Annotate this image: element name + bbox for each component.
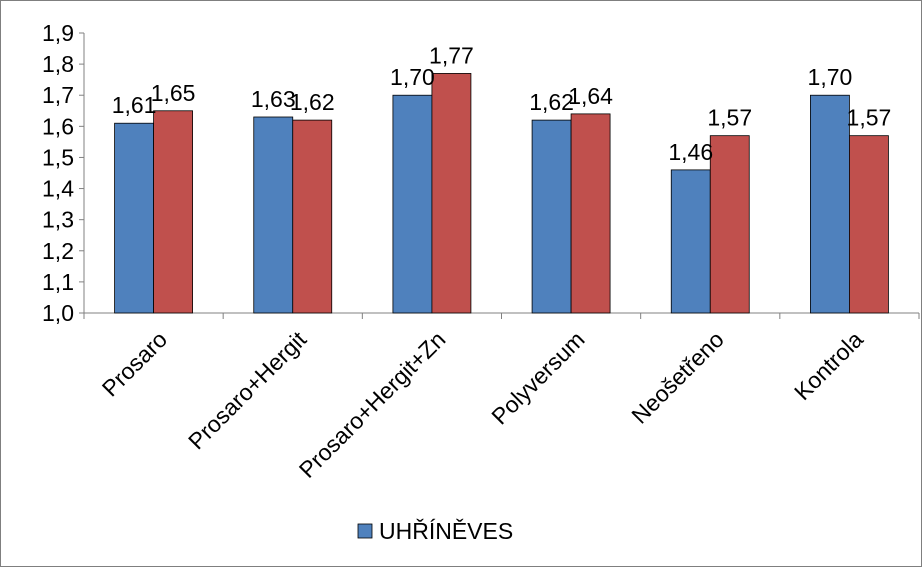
x-category-label: Kontrola: [789, 326, 868, 405]
x-category-label: Polyversum: [486, 326, 589, 429]
y-tick-label: 1,5: [42, 144, 74, 170]
y-tick-label: 1,0: [42, 300, 74, 326]
data-label: 1,62: [529, 89, 574, 115]
x-category-label: Prosaro+Hergit: [183, 326, 312, 455]
y-tick-label: 1,1: [42, 269, 74, 295]
data-label: 1,70: [390, 64, 435, 90]
bar: [153, 110, 193, 314]
bar: [709, 135, 750, 314]
bar: [431, 73, 472, 314]
y-tick-label: 1,4: [42, 176, 74, 202]
y-tick-label: 1,6: [42, 113, 74, 139]
data-label: 1,57: [847, 105, 892, 131]
x-category-label: Prosaro+Hergit+Zn: [294, 326, 451, 483]
data-label: 1,46: [668, 139, 713, 165]
legend: UHŘÍNĚVES: [357, 518, 513, 544]
legend-swatch: [357, 523, 373, 539]
axis-layer: 1,0 1,1 1,2 1,3 1,4 1,5 1,6 1,7 1,8 1,9: [42, 20, 920, 326]
y-tick-label: 1,9: [42, 20, 74, 46]
x-category-label: Prosaro: [97, 326, 172, 401]
bar: [810, 94, 850, 314]
bar: [114, 122, 154, 314]
y-tick-label: 1,2: [42, 238, 74, 264]
y-tick-label: 1,3: [42, 207, 74, 233]
bars-layer: [114, 73, 889, 314]
y-tick-label: 1,7: [42, 82, 74, 108]
data-label: 1,61: [112, 92, 157, 118]
data-label: 1,62: [290, 89, 335, 115]
bar: [253, 116, 294, 314]
data-label: 1,77: [429, 42, 474, 68]
data-label: 1,70: [808, 64, 853, 90]
bar: [292, 119, 333, 314]
data-label: 1,63: [251, 86, 296, 112]
bar: [570, 113, 611, 314]
bar: [392, 94, 433, 314]
legend-label: UHŘÍNĚVES: [379, 518, 513, 544]
bar: [670, 169, 711, 314]
y-tick-label: 1,8: [42, 51, 74, 77]
x-category-label: Neošetřeno: [626, 326, 728, 428]
bar: [531, 119, 572, 314]
bar: [849, 135, 889, 314]
data-label: 1,64: [568, 83, 613, 109]
data-label: 1,57: [707, 105, 752, 131]
data-label: 1,65: [151, 80, 196, 106]
labels-layer: 1,611,65Prosaro1,631,62Prosaro+Hergit1,7…: [97, 42, 892, 482]
